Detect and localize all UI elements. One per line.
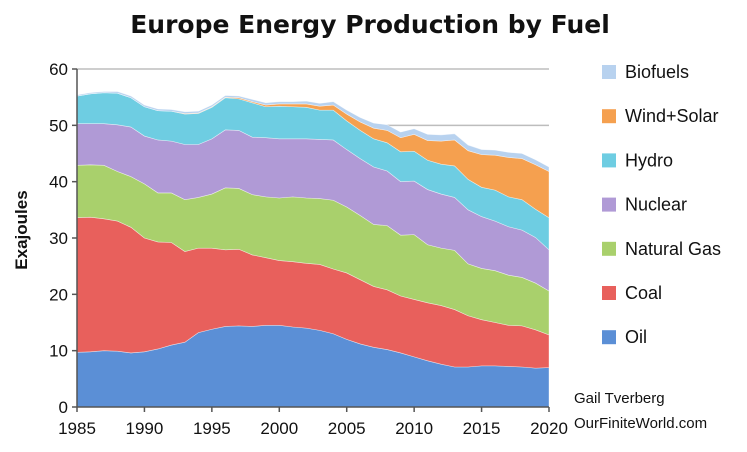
y-tick-label-50: 50 <box>49 116 68 135</box>
y-tick-label-10: 10 <box>49 342 68 361</box>
legend-swatch-oil <box>602 330 616 345</box>
legend-label-hydro: Hydro <box>625 150 673 170</box>
legend-swatch-hydro <box>602 153 616 168</box>
legend-label-coal: Coal <box>625 283 662 303</box>
area-series <box>76 91 550 408</box>
area-biofuels <box>76 91 550 173</box>
legend-label-wind-solar: Wind+Solar <box>625 106 719 126</box>
credit-author: Gail Tverberg <box>574 390 665 407</box>
legend-label-biofuels: Biofuels <box>625 62 689 82</box>
y-tick-label-30: 30 <box>49 229 68 248</box>
x-tick-label-1985: 1985 <box>58 419 96 438</box>
x-tick-label-1990: 1990 <box>126 419 164 438</box>
legend-label-natural-gas: Natural Gas <box>625 239 721 259</box>
legend-label-oil: Oil <box>625 327 647 347</box>
legend-swatch-coal <box>602 286 616 300</box>
y-tick-label-20: 20 <box>49 285 68 304</box>
y-tick-label-40: 40 <box>49 173 68 192</box>
legend-swatch-wind-solar <box>602 109 616 124</box>
legend-swatch-natural-gas <box>602 241 616 256</box>
x-tick-label-2020: 2020 <box>530 419 568 438</box>
x-tick-label-2015: 2015 <box>463 419 501 438</box>
x-tick-label-2000: 2000 <box>260 419 298 438</box>
chart-title: Europe Energy Production by Fuel <box>130 10 610 39</box>
axes: 0 10 20 30 40 50 60 1985 1990 1995 2000 2005 2010 201… <box>49 60 568 438</box>
legend-swatch-biofuels <box>602 65 616 79</box>
x-tick-label-1995: 1995 <box>193 419 231 438</box>
y-axis-label: Exajoules <box>12 190 31 269</box>
x-tick-label-2010: 2010 <box>395 419 433 438</box>
legend: Biofuels Wind+Solar Hydro Nuclear Natural Ga… <box>602 62 721 347</box>
x-tick-label-2005: 2005 <box>328 419 366 438</box>
legend-swatch-nuclear <box>602 197 616 212</box>
y-tick-label-60: 60 <box>49 60 68 79</box>
legend-label-nuclear: Nuclear <box>625 195 687 215</box>
credit-website: OurFiniteWorld.com <box>574 415 707 432</box>
y-tick-label-0: 0 <box>59 398 68 417</box>
